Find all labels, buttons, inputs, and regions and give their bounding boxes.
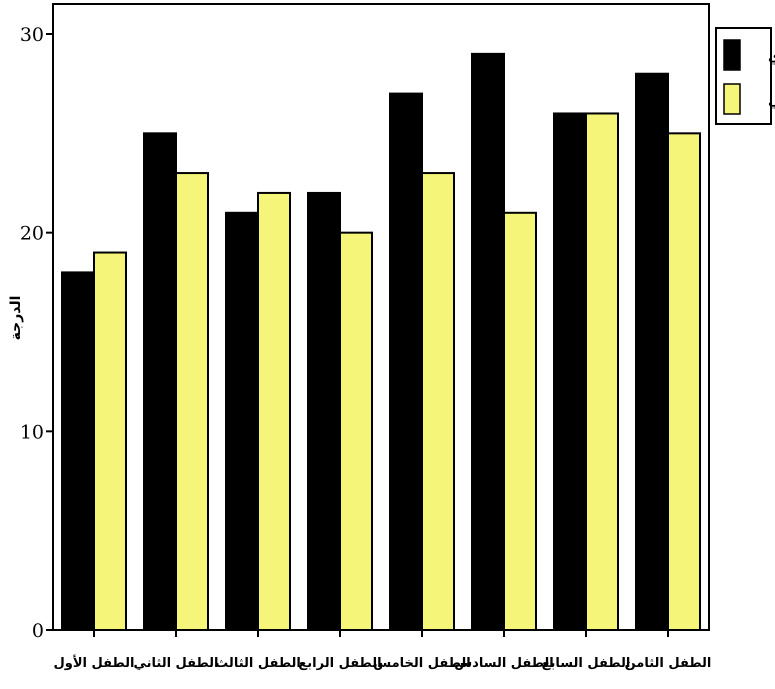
legend-swatch — [723, 39, 741, 71]
bar-series2 — [503, 211, 537, 632]
x-tick-label: الطفل الثاني — [133, 656, 218, 671]
x-tick-label: الطفل السابع — [542, 656, 631, 671]
x-tick-label: الطفل الثامن — [625, 656, 712, 671]
legend: بعدي تتبعي — [715, 27, 775, 125]
x-tick-label: الطفل الخامس — [373, 656, 471, 671]
bar-series1 — [635, 72, 669, 631]
bar-series1 — [389, 92, 423, 632]
legend-label: تتبعي — [768, 93, 775, 109]
bar-series1 — [225, 211, 259, 632]
bar-series1 — [471, 52, 505, 632]
y-tick-label: 10 — [20, 421, 44, 443]
bar-series2 — [339, 231, 373, 632]
bars — [61, 52, 701, 632]
legend-swatch — [723, 83, 741, 115]
x-tick-label: الطفل الرابع — [298, 656, 381, 671]
plot-frame — [52, 3, 710, 631]
y-tick-label: 30 — [20, 24, 44, 46]
x-tick-label: الطفل الأول — [54, 654, 135, 671]
y-axis-title: الدرجة — [8, 296, 24, 341]
bar-series1 — [553, 112, 587, 631]
bar-series2 — [93, 251, 127, 632]
bar-series1 — [61, 271, 95, 631]
legend-label: بعدي — [768, 49, 775, 66]
bar-series2 — [667, 132, 701, 631]
bar-series1 — [143, 132, 177, 631]
bar-series2 — [421, 172, 455, 631]
bar-series2 — [585, 112, 619, 631]
bar-series2 — [257, 191, 291, 632]
y-axis: 0 10 20 30 — [20, 24, 53, 642]
y-tick-label: 20 — [20, 223, 44, 245]
x-tick-label: الطفل السادس — [454, 656, 554, 671]
bar-series2 — [175, 172, 209, 631]
bar-series1 — [307, 191, 341, 632]
y-tick-label: 0 — [32, 620, 44, 642]
x-tick-label: الطفل الثالث — [215, 656, 301, 671]
